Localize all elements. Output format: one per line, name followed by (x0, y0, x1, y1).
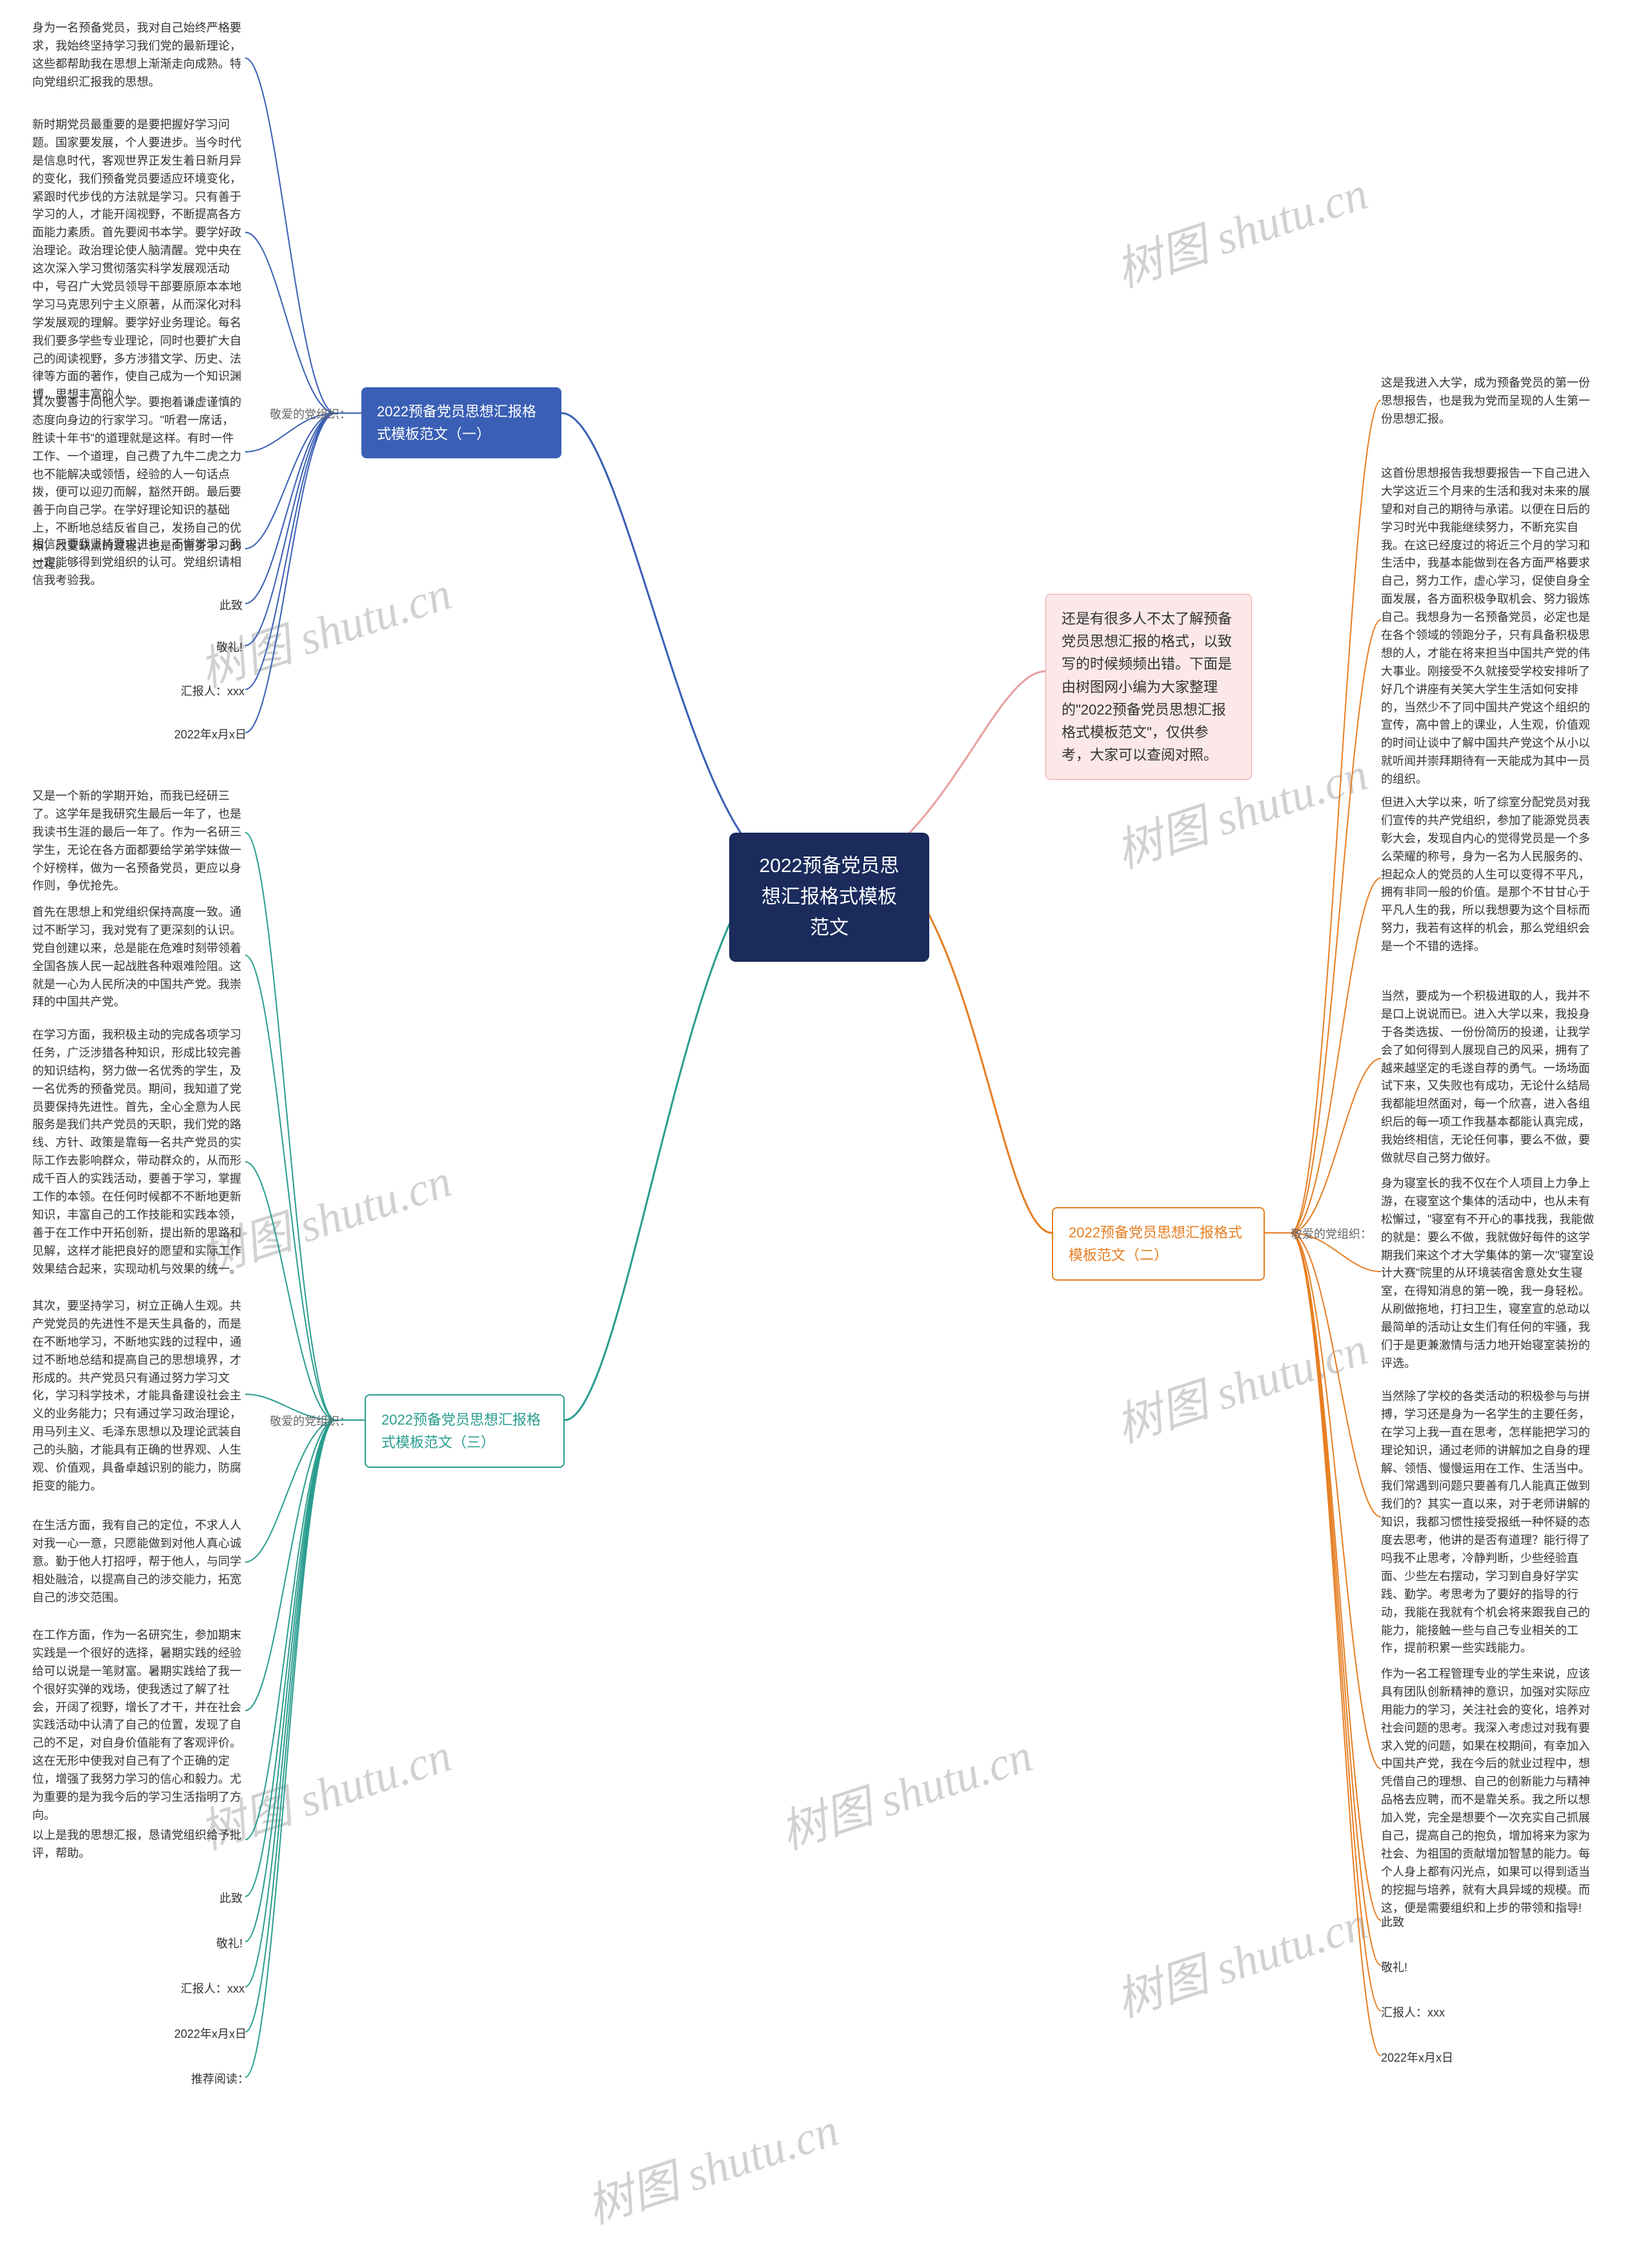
section3-leaf: 汇报人：xxx (181, 1980, 245, 1998)
intro-node: 还是有很多人不太了解预备党员思想汇报的格式，以致写的时候频频出错。下面是由树图网… (1045, 594, 1252, 780)
section3-leaf: 推荐阅读： (191, 2071, 249, 2089)
section1-leaf: 敬礼! (216, 639, 243, 657)
section2-leaf: 2022年x月x日 (1381, 2049, 1453, 2067)
section3-leaf: 其次，要坚持学习，树立正确人生观。共产党党员的先进性不是天生具备的，而是在不断地… (32, 1297, 245, 1496)
section1-leaf: 汇报人：xxx (181, 683, 245, 701)
section3-leaf: 在学习方面，我积极主动的完成各项学习任务，广泛涉猎各种知识，形成比较完善的知识结… (32, 1026, 245, 1278)
watermark: 树图 shutu.cn (1106, 155, 1375, 300)
section2-leaf: 当然，要成为一个积极进取的人，我并不是口上说说而已。进入大学以来，我投身于各类选… (1381, 988, 1600, 1168)
section3-leaf: 首先在思想上和党组织保持高度一致。通过不断学习，我对党有了更深刻的认识。党自创建… (32, 904, 245, 1011)
watermark: 树图 shutu.cn (771, 1717, 1040, 1862)
watermark: 树图 shutu.cn (1106, 1310, 1375, 1456)
section2-leaf: 此致 (1381, 1914, 1404, 1932)
section2-leaf: 敬礼! (1381, 1959, 1407, 1977)
section3-leaf: 2022年x月x日 (174, 2026, 247, 2044)
section2-salutation: 敬爱的党组织： (1291, 1225, 1372, 1242)
section1-leaf: 2022年x月x日 (174, 726, 247, 744)
section3-node: 2022预备党员思想汇报格式模板范文（三） (365, 1394, 565, 1468)
section1-leaf: 相信只要我坚持要求进步，不懈学习，我一定能够得到党组织的认可。党组织请相信我考验… (32, 536, 245, 590)
section3-leaf: 在工作方面，作为一名研究生，参加期末实践是一个很好的选择，暑期实践的经验给可以说… (32, 1627, 245, 1825)
section1-leaf: 此致 (219, 597, 243, 615)
section2-leaf: 但进入大学以来，听了综室分配党员对我们宣传的共产党组织，参加了能源党员表彰大会，… (1381, 794, 1600, 956)
section2-leaf: 这首份思想报告我想要报告一下自己进入大学这近三个月来的生活和我对未来的展望和对自… (1381, 465, 1600, 789)
watermark: 树图 shutu.cn (577, 2091, 846, 2237)
section2-leaf: 这是我进入大学，成为预备党员的第一份思想报告，也是我为党而呈现的人生第一份思想汇… (1381, 374, 1600, 429)
watermark: 树图 shutu.cn (1106, 1885, 1375, 2030)
section2-leaf: 当然除了学校的各类活动的积极参与与拼搏，学习还是身为一名学生的主要任务，在学习上… (1381, 1388, 1600, 1658)
section1-node: 2022预备党员思想汇报格式模板范文（一） (361, 387, 561, 458)
section1-salutation: 敬爱的党组织： (270, 405, 351, 422)
section1-leaf: 新时期党员最重要的是要把握好学习问题。国家要发展，个人要进步。当今时代是信息时代… (32, 116, 245, 404)
section3-leaf: 此致 (219, 1890, 243, 1908)
section2-node: 2022预备党员思想汇报格式模板范文（二） (1052, 1207, 1265, 1281)
section3-leaf: 以上是我的思想汇报，恳请党组织给予批评，帮助。 (32, 1827, 245, 1863)
section2-leaf: 身为寝室长的我不仅在个人项目上力争上游，在寝室这个集体的活动中，也从未有松懈过，… (1381, 1175, 1600, 1373)
section3-salutation: 敬爱的党组织： (270, 1412, 351, 1429)
section3-leaf: 在生活方面，我有自己的定位，不求人人对我一心一意，只愿能做到对他人真心诚意。勤于… (32, 1517, 245, 1607)
section1-leaf: 身为一名预备党员，我对自己始终严格要求，我始终坚持学习我们党的最新理论，这些都帮… (32, 19, 245, 92)
section2-leaf: 汇报人：xxx (1381, 2004, 1445, 2022)
section3-leaf: 敬礼! (216, 1935, 243, 1953)
section2-leaf: 作为一名工程管理专业的学生来说，应该具有团队创新精神的意识，加强对实际应用能力的… (1381, 1665, 1600, 1917)
section3-leaf: 又是一个新的学期开始，而我已经研三了。这学年是我研究生最后一年了，也是我读书生涯… (32, 787, 245, 895)
center-node: 2022预备党员思想汇报格式模板范文 (729, 833, 929, 962)
